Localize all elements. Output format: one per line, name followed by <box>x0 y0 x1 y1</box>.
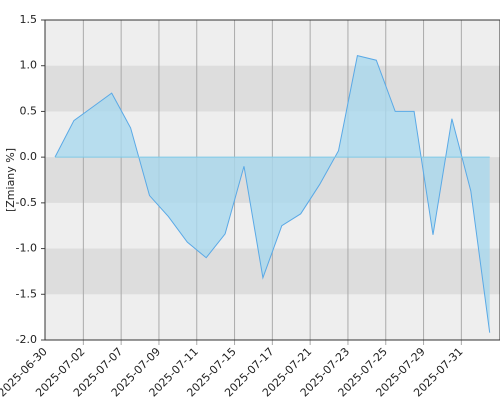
y-tick-label: 1.5 <box>20 13 38 26</box>
y-tick-label: 0.5 <box>20 104 38 117</box>
y-tick-label: -2.0 <box>16 333 37 346</box>
area <box>55 55 490 333</box>
y-tick-label: -1.0 <box>16 242 37 255</box>
y-tick-label: 1.0 <box>20 59 38 72</box>
y-axis-label: [Zmiany %] <box>4 148 17 212</box>
y-tick-label: 0.0 <box>20 150 38 163</box>
y-tick-label: -1.5 <box>16 287 37 300</box>
y-tick-label: -0.5 <box>16 196 37 209</box>
plot-frame <box>44 19 500 341</box>
line <box>54 55 491 333</box>
